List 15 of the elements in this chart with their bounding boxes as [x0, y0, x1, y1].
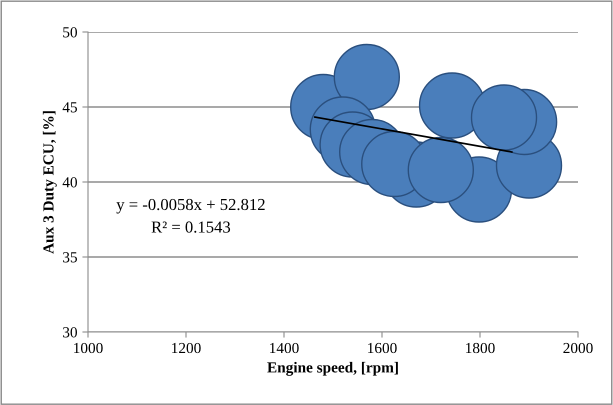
y-tick-label: 35	[63, 252, 77, 262]
x-tick-label: 2000	[563, 342, 593, 354]
annotation: y = -0.0058x + 52.812	[116, 198, 265, 214]
annotation: R² = 0.1543	[152, 221, 230, 233]
y-tick-label: 40	[62, 177, 77, 188]
x-axis-title: Engine speed, [rpm]	[267, 362, 398, 376]
y-tick-label: 30	[63, 327, 77, 338]
y-tick-label: 45	[62, 102, 77, 112]
x-tick-label: 1400	[270, 342, 299, 354]
x-tick-label: 1800	[466, 342, 495, 354]
y-tick-label: 50	[63, 27, 77, 38]
x-tick-label: 1000	[74, 342, 103, 354]
x-tick-label: 1600	[368, 342, 397, 354]
y-axis-title: Aux 3 Duty ECU, [%]	[42, 111, 57, 254]
x-tick-label: 1200	[172, 342, 201, 354]
